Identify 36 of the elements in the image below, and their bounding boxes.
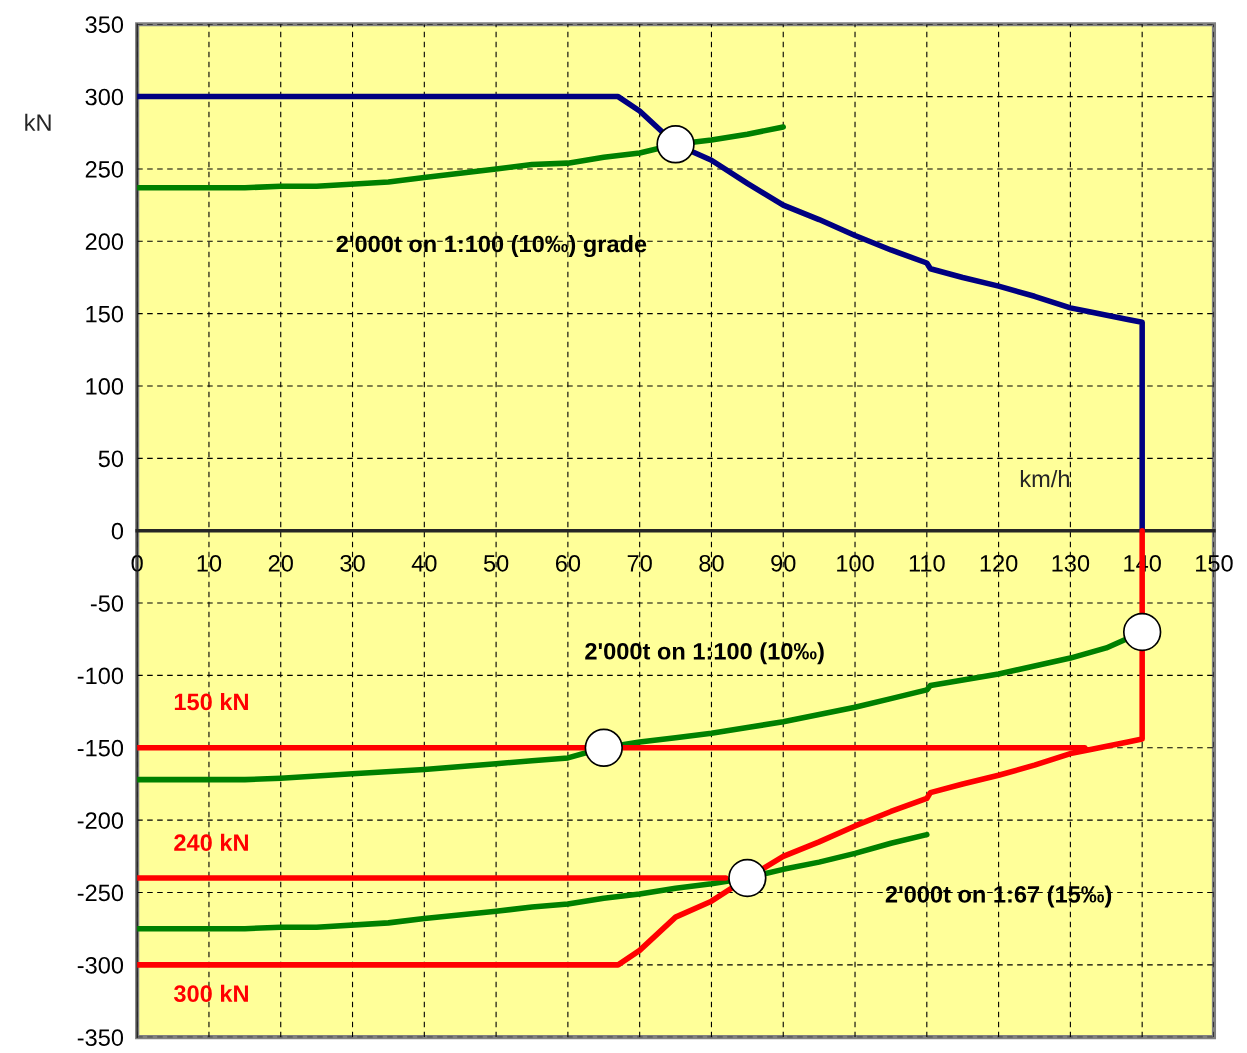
x-tick-label: 40 [411, 554, 437, 572]
annotation: 2'000t on 1:100 (10‰) [585, 642, 824, 665]
x-tick-label: 80 [699, 554, 724, 572]
x-tick-label: 70 [627, 554, 652, 572]
y-tick-label: 100 [86, 378, 124, 395]
annotation: 2'000t on 1:100 (10‰) grade [336, 235, 647, 258]
x-tick-label: 30 [340, 554, 365, 572]
x-axis-title: km/h [1020, 469, 1069, 488]
y-tick-label: -100 [77, 667, 124, 685]
x-tick-label: 110 [909, 554, 945, 572]
y-tick-label: -150 [77, 739, 124, 757]
y-tick-label: -200 [77, 812, 124, 829]
annotation: 150 kN [174, 692, 248, 711]
x-tick-label: 50 [483, 554, 509, 572]
y-tick-label: -300 [77, 956, 124, 974]
y-tick-label: -50 [90, 595, 124, 612]
x-tick-label: 20 [268, 554, 293, 572]
x-tick-label: 120 [980, 554, 1018, 572]
y-tick-label: 300 [85, 88, 124, 106]
x-tick-label: 10 [197, 554, 222, 572]
annotation: 240 kN [174, 833, 248, 852]
x-tick-label: 150 [1196, 554, 1233, 572]
y-tick-label: 250 [85, 161, 124, 178]
x-tick-label: 60 [555, 554, 581, 572]
y-tick-label: -250 [77, 884, 124, 902]
y-axis-title: kN [25, 113, 51, 131]
y-tick-label: 200 [85, 233, 124, 251]
x-tick-label: 90 [771, 554, 796, 572]
x-tick-label: 130 [1052, 554, 1090, 572]
y-tick-label: 0 [111, 522, 124, 540]
y-tick-label: -350 [77, 1029, 124, 1046]
y-tick-label: 50 [98, 450, 124, 468]
y-tick-label: 150 [86, 305, 124, 323]
y-tick-label: 350 [85, 16, 124, 34]
x-tick-label: 100 [837, 554, 874, 572]
annotation: 300 kN [173, 984, 248, 1003]
